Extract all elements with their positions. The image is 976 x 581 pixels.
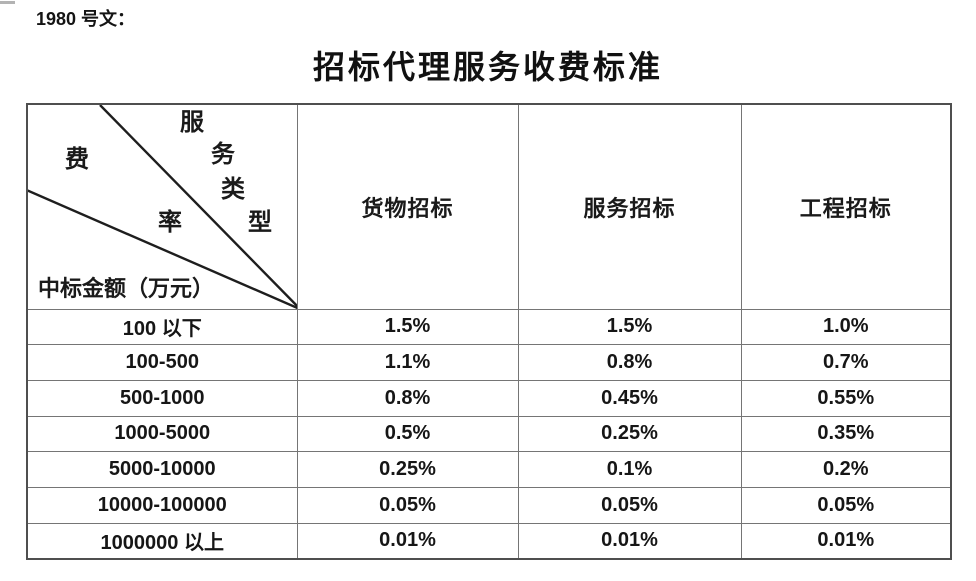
corner-char-service-4: 型 xyxy=(248,210,272,236)
fee-value-cell: 0.01% xyxy=(517,522,742,560)
table-row: 100 以下 1.5% 1.5% 1.0% xyxy=(26,308,952,346)
page-title: 招标代理服务收费标准 xyxy=(312,49,663,85)
header-row: 费 率 服 务 类 型 中标金额（万元） 货物招标 服务招标 工程招标 xyxy=(26,103,952,310)
fee-value-cell: 1.5% xyxy=(296,308,519,346)
corner-char-service-2: 务 xyxy=(211,142,235,168)
fee-value-cell: 0.01% xyxy=(740,522,952,560)
fee-value-cell: 0.05% xyxy=(296,486,519,524)
doc-number-label: 1980 号文： xyxy=(36,9,136,29)
fee-value-cell: 1.0% xyxy=(740,308,952,346)
row-label-cell: 5000-10000 xyxy=(26,451,298,488)
fee-value-cell: 0.1% xyxy=(517,451,742,488)
fee-value-cell: 1.1% xyxy=(296,344,519,381)
fee-value-cell: 0.05% xyxy=(740,486,952,524)
row-label-cell: 100 以下 xyxy=(26,308,298,346)
row-label-cell: 100-500 xyxy=(26,344,298,381)
corner-char-fee-1: 费 xyxy=(65,147,89,173)
row-label-cell: 1000000 以上 xyxy=(26,522,298,560)
fee-value-cell: 0.5% xyxy=(296,415,519,453)
fee-value-cell: 0.2% xyxy=(740,451,952,488)
column-header-goods: 货物招标 xyxy=(296,103,519,310)
fee-value-cell: 0.8% xyxy=(517,344,742,381)
scan-artifact-mark xyxy=(0,1,15,4)
fee-value-cell: 0.35% xyxy=(740,415,952,453)
column-header-services: 服务招标 xyxy=(517,103,742,310)
fee-value-cell: 0.05% xyxy=(517,486,742,524)
fee-value-cell: 0.01% xyxy=(296,522,519,560)
row-label-cell: 10000-100000 xyxy=(26,486,298,524)
corner-char-fee-2: 率 xyxy=(158,210,182,236)
fee-value-cell: 0.55% xyxy=(740,379,952,417)
table-row: 1000-5000 0.5% 0.25% 0.35% xyxy=(26,415,952,453)
fee-value-cell: 0.8% xyxy=(296,379,519,417)
diagonal-lines xyxy=(28,105,296,308)
table-corner-cell: 费 率 服 务 类 型 中标金额（万元） xyxy=(26,103,298,310)
table-row: 500-1000 0.8% 0.45% 0.55% xyxy=(26,379,952,417)
diagonal-header: 费 率 服 务 类 型 中标金额（万元） xyxy=(28,105,296,308)
fee-value-cell: 1.5% xyxy=(517,308,742,346)
fee-standard-table: 费 率 服 务 类 型 中标金额（万元） 货物招标 服务招标 工程招标 100 … xyxy=(26,103,952,560)
row-label-cell: 1000-5000 xyxy=(26,415,298,453)
fee-value-cell: 0.25% xyxy=(296,451,519,488)
amount-axis-label: 中标金额（万元） xyxy=(38,276,215,301)
fee-value-cell: 0.25% xyxy=(517,415,742,453)
fee-value-cell: 0.7% xyxy=(740,344,952,381)
column-header-works: 工程招标 xyxy=(740,103,952,310)
corner-char-service-1: 服 xyxy=(180,110,204,136)
table-row: 5000-10000 0.25% 0.1% 0.2% xyxy=(26,451,952,488)
row-label-cell: 500-1000 xyxy=(26,379,298,417)
table-row: 100-500 1.1% 0.8% 0.7% xyxy=(26,344,952,381)
fee-value-cell: 0.45% xyxy=(517,379,742,417)
table-row: 1000000 以上 0.01% 0.01% 0.01% xyxy=(26,522,952,560)
corner-char-service-3: 类 xyxy=(221,177,245,203)
table-row: 10000-100000 0.05% 0.05% 0.05% xyxy=(26,486,952,524)
